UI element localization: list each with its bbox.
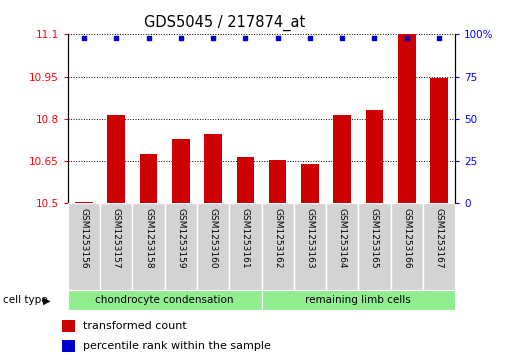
Text: transformed count: transformed count [83,321,187,331]
Bar [366,110,383,203]
Text: ▶: ▶ [43,295,50,305]
Point [144,35,153,41]
Bar [236,157,254,203]
Text: GSM1253156: GSM1253156 [79,208,88,268]
Text: GSM1253162: GSM1253162 [273,208,282,268]
Text: GSM1253158: GSM1253158 [144,208,153,268]
Bar [62,320,75,332]
Bar [68,203,100,290]
Bar [294,203,326,290]
Bar [62,340,75,352]
Text: GSM1253159: GSM1253159 [176,208,185,268]
Bar [358,203,391,290]
Point [209,35,218,41]
Bar [172,139,190,203]
Text: GSM1253160: GSM1253160 [209,208,218,268]
Text: GSM1253163: GSM1253163 [305,208,314,268]
Point [370,35,379,41]
Text: GSM1253161: GSM1253161 [241,208,250,268]
Bar [430,78,448,203]
Bar [165,203,197,290]
Point [435,35,443,41]
Bar [132,203,165,290]
Text: remaining limb cells: remaining limb cells [305,295,411,305]
Point [112,35,120,41]
Bar [197,203,229,290]
Text: GSM1253157: GSM1253157 [112,208,121,268]
Bar [100,203,132,290]
Text: percentile rank within the sample: percentile rank within the sample [83,341,271,351]
Text: cell type: cell type [3,295,47,305]
Point [403,35,411,41]
Text: chondrocyte condensation: chondrocyte condensation [96,295,234,305]
Bar [262,290,455,310]
Text: GSM1253165: GSM1253165 [370,208,379,268]
Bar [204,134,222,203]
Bar [301,164,319,203]
Bar [140,154,157,203]
Bar [391,203,423,290]
Text: GSM1253166: GSM1253166 [402,208,411,268]
Bar [333,115,351,203]
Point [80,35,88,41]
Point [274,35,282,41]
Point [177,35,185,41]
Bar [262,203,294,290]
Text: GSM1253167: GSM1253167 [435,208,444,268]
Text: GSM1253164: GSM1253164 [338,208,347,268]
Bar [423,203,455,290]
Bar [68,290,262,310]
Bar [229,203,262,290]
Point [338,35,346,41]
Bar [108,115,125,203]
Text: GDS5045 / 217874_at: GDS5045 / 217874_at [144,15,305,31]
Bar [75,202,93,203]
Bar [326,203,358,290]
Bar [269,160,287,203]
Bar [398,34,415,203]
Point [241,35,249,41]
Point [305,35,314,41]
